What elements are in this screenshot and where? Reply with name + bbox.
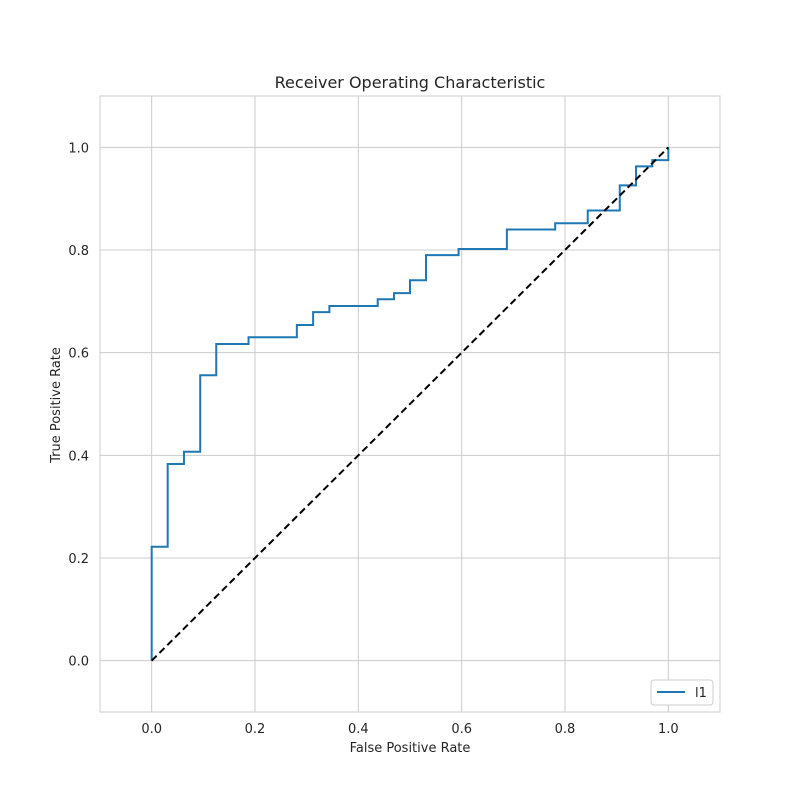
tick-labels: 0.0 0.2 0.4 0.6 0.8 1.0 0.0 0.2 0.4 0.6 0.8 1.0 [68,141,678,737]
x-tick-label: 0.8 [555,722,576,737]
y-tick-label: 0.8 [68,244,89,259]
y-tick-label: 0.4 [68,449,89,464]
legend-label-l1: l1 [695,686,707,701]
chance-diagonal-line [150,146,670,662]
y-axis-label: True Positive Rate [49,347,64,464]
series-layer [150,146,670,662]
chart-title: Receiver Operating Characteristic [275,73,546,92]
x-tick-label: 1.0 [658,722,679,737]
plot-frame [99,95,721,713]
y-tick-label: 1.0 [68,141,89,156]
grid-lines [100,96,720,712]
legend: l1 [650,679,714,706]
x-tick-label: 0.4 [348,722,369,737]
x-tick-label: 0.0 [141,722,162,737]
x-tick-label: 0.6 [451,722,472,737]
roc-curve-l1 [150,147,670,661]
x-tick-label: 0.2 [245,722,266,737]
y-tick-label: 0.2 [68,552,89,567]
x-axis-label: False Positive Rate [350,741,471,756]
y-tick-label: 0.0 [68,655,89,670]
y-tick-label: 0.6 [68,347,89,362]
